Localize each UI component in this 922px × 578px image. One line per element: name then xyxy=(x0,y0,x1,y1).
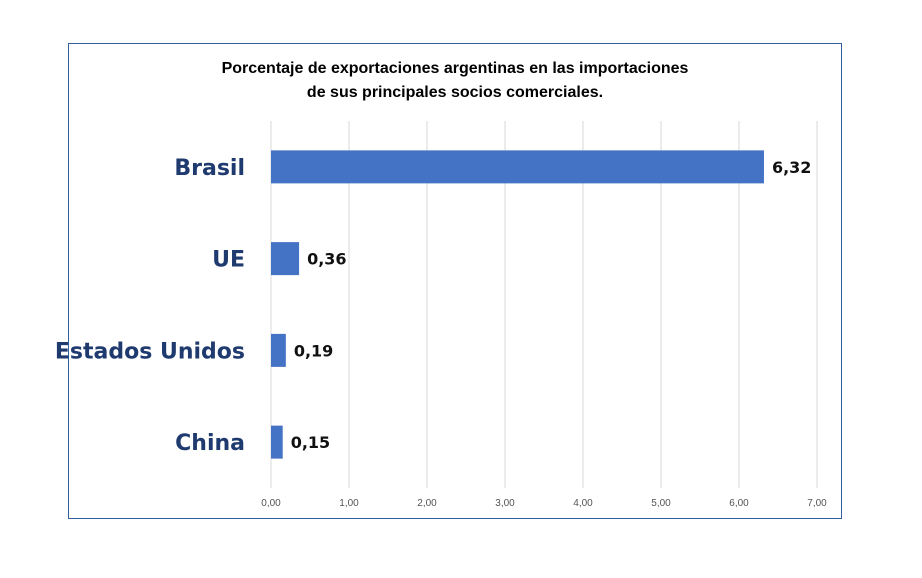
bar xyxy=(271,242,300,276)
data-label: 0,15 xyxy=(291,433,330,452)
chart-title-line-2: de sus principales socios comerciales. xyxy=(306,84,604,101)
data-label: 0,19 xyxy=(294,341,333,360)
x-tick-label: 2,00 xyxy=(417,498,437,509)
data-label: 0,36 xyxy=(307,250,346,269)
data-label: 6,32 xyxy=(772,158,811,177)
x-tick-label: 1,00 xyxy=(339,498,359,509)
chart-title-line-1: Porcentaje de exportaciones argentinas e… xyxy=(221,60,689,77)
bar xyxy=(271,425,283,459)
chart-title: Porcentaje de exportaciones argentinas e… xyxy=(68,57,842,105)
x-tick-label: 6,00 xyxy=(729,498,749,509)
bar xyxy=(271,150,764,184)
bar xyxy=(271,333,286,367)
category-label: China xyxy=(175,431,245,456)
category-label: Estados Unidos xyxy=(55,339,245,364)
chart-frame xyxy=(68,43,842,519)
x-tick-label: 3,00 xyxy=(495,498,515,509)
category-label: UE xyxy=(212,248,245,273)
x-tick-label: 4,00 xyxy=(573,498,593,509)
x-tick-label: 7,00 xyxy=(807,498,827,509)
x-tick-label: 0,00 xyxy=(261,498,281,509)
x-tick-label: 5,00 xyxy=(651,498,671,509)
category-label: Brasil xyxy=(174,156,245,181)
